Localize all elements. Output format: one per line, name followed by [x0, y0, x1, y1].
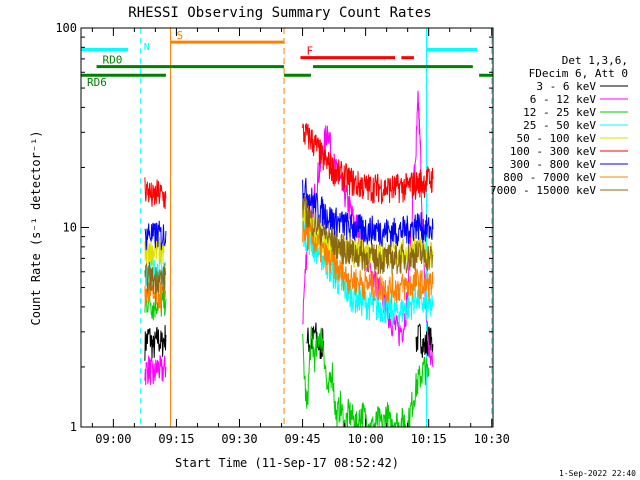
- legend-header-detectors: Det 1,3,6,: [562, 54, 628, 67]
- legend-label-5: 100 - 300 keV: [510, 145, 596, 158]
- x-tick-label-4: 10:00: [348, 432, 384, 446]
- legend-label-8: 7000 - 15000 keV: [490, 184, 596, 197]
- series-5-segment-1: [302, 123, 434, 205]
- series-3-segment-1: [302, 219, 434, 327]
- x-tick-label-2: 09:30: [221, 432, 257, 446]
- y-tick-label-2: 100: [55, 21, 77, 35]
- flag-label-f: F: [306, 45, 313, 58]
- x-tick-label-1: 09:15: [158, 432, 194, 446]
- series-4-segment-0: [144, 236, 167, 267]
- x-tick-label-0: 09:00: [95, 432, 131, 446]
- x-axis: 09:00 09:15 09:30 09:45 10:00 10:15 10:30: [91, 28, 510, 446]
- legend-label-3: 25 - 50 keV: [523, 119, 596, 132]
- series-0-segment-2: [415, 323, 434, 358]
- y-axis: 1 10 100: [55, 21, 493, 434]
- chart-title: RHESSI Observing Summary Count Rates: [128, 5, 431, 21]
- legend-label-0: 3 - 6 keV: [536, 80, 596, 93]
- y-axis-label: Count Rate (s⁻¹ detector⁻¹): [29, 130, 43, 325]
- series-5-segment-0: [144, 177, 167, 210]
- legend-label-7: 800 - 7000 keV: [503, 171, 596, 184]
- y-tick-label-0: 1: [70, 420, 77, 434]
- series-8-segment-1: [302, 194, 434, 275]
- series-8-segment-0: [144, 261, 167, 295]
- plot-area: N S F RD0 RD6: [81, 28, 493, 427]
- series-6-segment-1: [302, 177, 434, 248]
- flag-label-s: S: [177, 29, 184, 42]
- series-7-segment-1: [302, 217, 434, 304]
- series-0-segment-0: [144, 325, 167, 361]
- legend-label-2: 12 - 25 keV: [523, 106, 596, 119]
- series-1-segment-0: [144, 355, 167, 386]
- flag-label-rd0: RD0: [103, 54, 123, 67]
- legend-label-1: 6 - 12 keV: [530, 93, 597, 106]
- legend-header-decimation: FDecim 6, Att 0: [529, 67, 628, 80]
- series-6-segment-0: [144, 220, 167, 251]
- x-tick-label-5: 10:15: [411, 432, 447, 446]
- event-line-label-0: N: [144, 42, 150, 53]
- x-tick-label-6: 10:30: [474, 432, 510, 446]
- legend-label-4: 50 - 100 keV: [517, 132, 597, 145]
- legend-label-6: 300 - 800 keV: [510, 158, 596, 171]
- x-axis-label: Start Time (11-Sep-17 08:52:42): [175, 456, 399, 470]
- generation-timestamp: 1-Sep-2022 22:40: [559, 469, 636, 478]
- x-tick-label-3: 09:45: [284, 432, 320, 446]
- flag-label-rd6: RD6: [87, 76, 107, 89]
- y-tick-label-1: 10: [63, 221, 77, 235]
